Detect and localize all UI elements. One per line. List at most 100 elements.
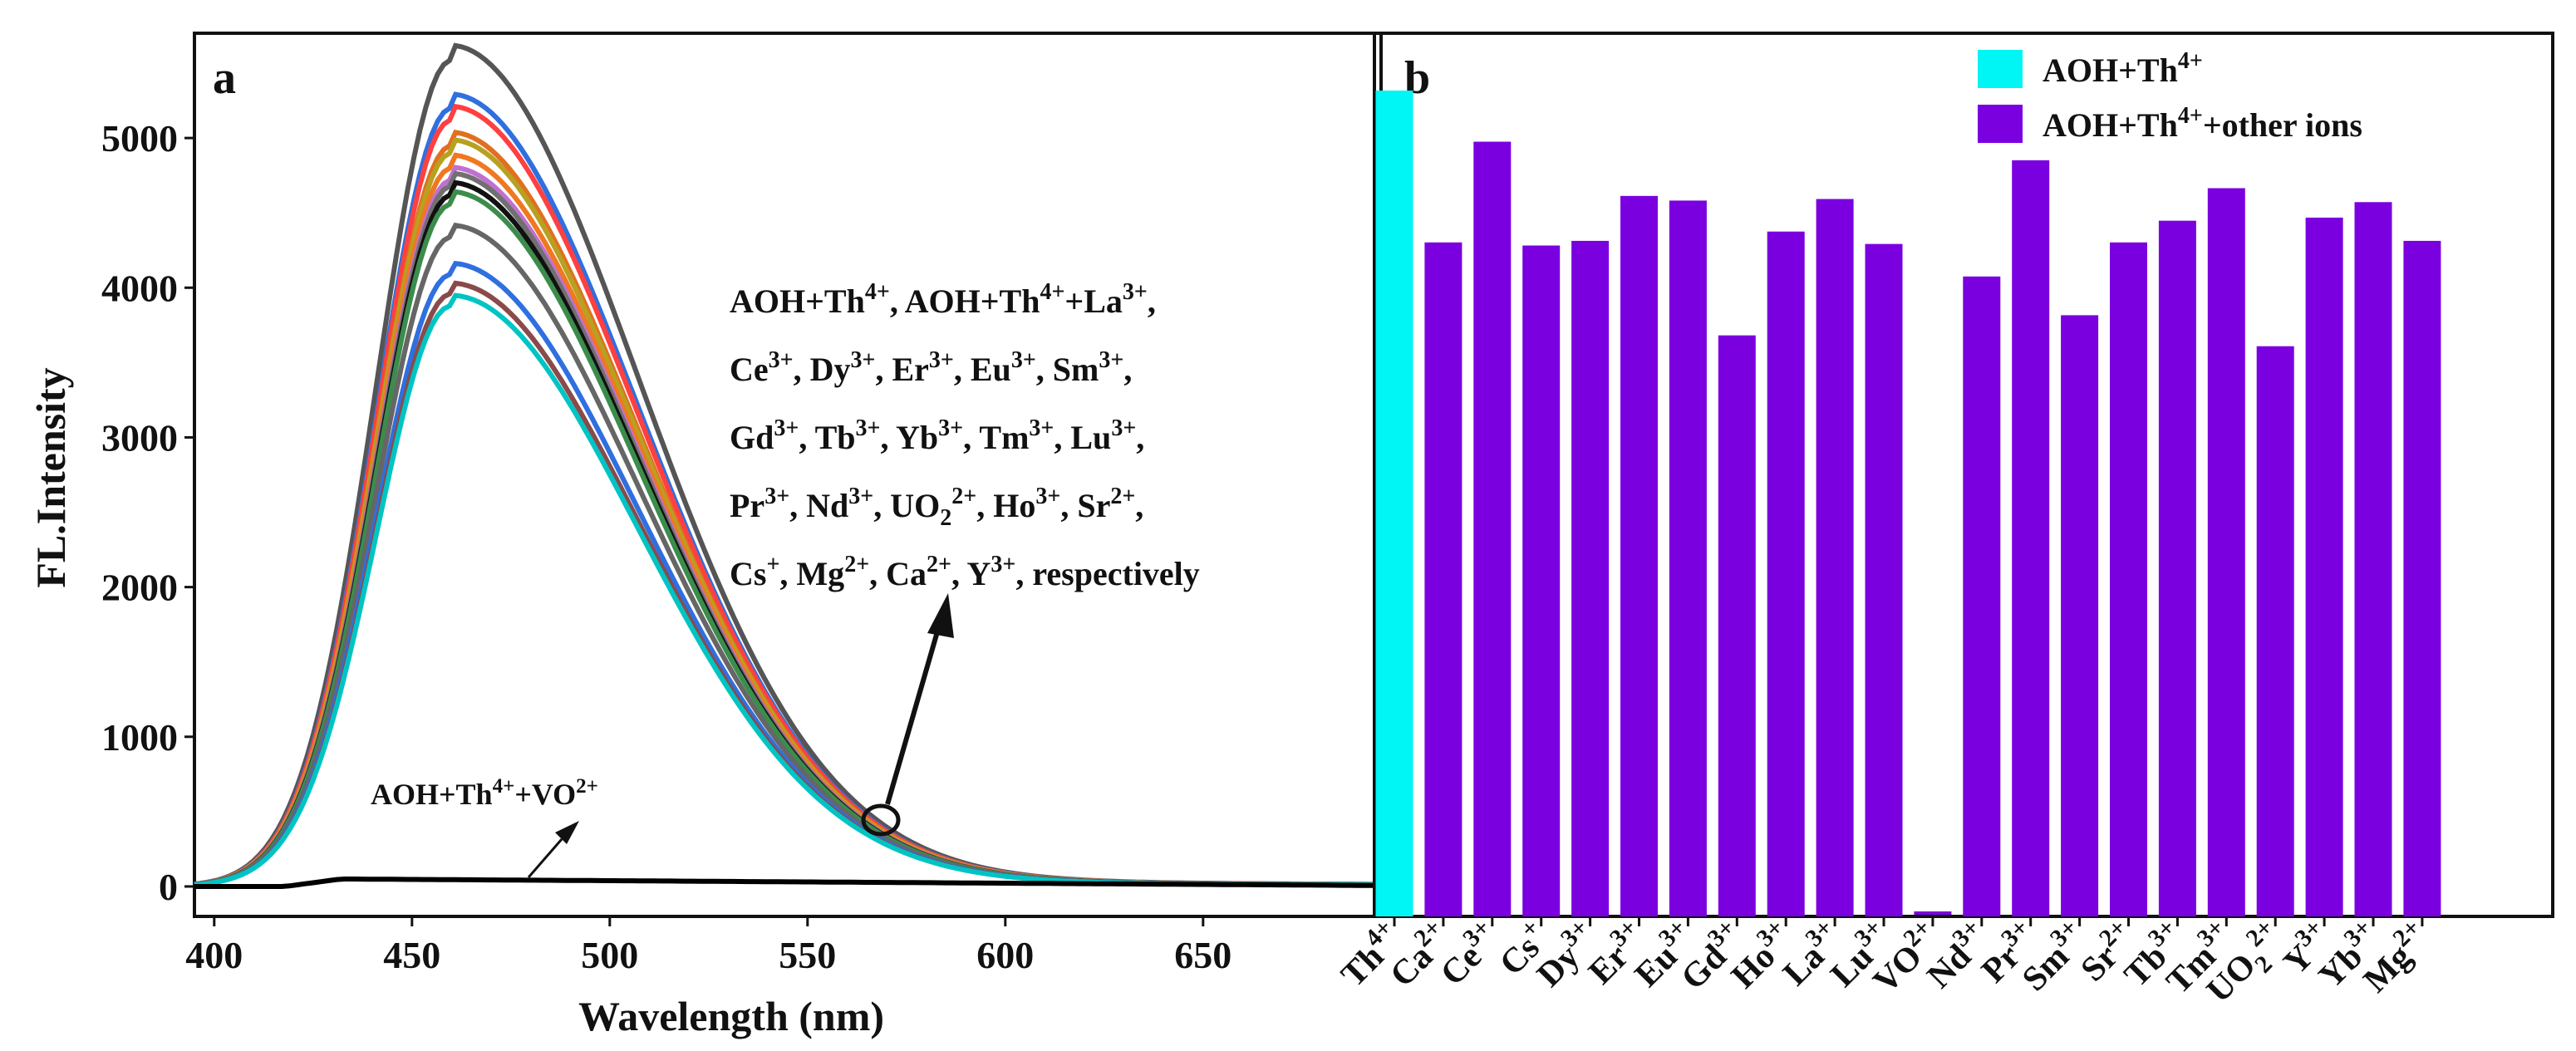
bar-lu — [1865, 243, 1903, 917]
bar-ca — [1424, 242, 1463, 916]
annotation-segment: 3+ — [1035, 484, 1060, 509]
annotation-vo-sup1: 4+ — [493, 775, 515, 798]
y-tick-label: 3000 — [101, 416, 178, 459]
annotation-segment: , Yb — [881, 419, 939, 456]
annotation-segment: + — [766, 552, 779, 577]
legend-swatch-1 — [1978, 50, 2023, 88]
annotation-segment: 3+ — [1111, 415, 1136, 441]
annotation-segment: , — [1123, 351, 1132, 388]
annotation-segment: , Sr — [1060, 487, 1110, 524]
annotation-vo-arrowhead — [555, 821, 579, 844]
annotation-segment: Cs — [730, 555, 766, 592]
x-tick-label: 600 — [976, 934, 1034, 976]
annotation-segment: , respectively — [1015, 555, 1199, 592]
bar-uo — [2256, 346, 2294, 916]
annotation-segment: 3+ — [1099, 347, 1123, 373]
annotation-segment: 3+ — [764, 484, 789, 509]
annotation-vo-sup2: 2+ — [576, 775, 598, 798]
legend-swatch-2 — [1978, 105, 2023, 143]
annotation-segment: 3+ — [929, 347, 954, 373]
bar-cs — [1522, 245, 1561, 916]
annotation-segment: 3+ — [938, 415, 963, 441]
annotation-segment: , Er — [875, 351, 928, 388]
annotation-line-4: Pr3+, Nd3+, UO22+, Ho3+, Sr2+, — [730, 484, 1143, 531]
bar-tb — [2158, 220, 2196, 916]
bar-gd — [1718, 335, 1756, 916]
y-tick-label: 0 — [159, 866, 178, 908]
annotation-segment: 3+ — [851, 347, 876, 373]
bar-nd — [1963, 276, 2001, 916]
bar-sr — [2110, 242, 2147, 916]
panel-a-x-axis: 400 450 500 550 600 650 — [185, 916, 1231, 976]
annotation-segment: 2+ — [951, 484, 976, 509]
annotation-segment: 3+ — [769, 347, 794, 373]
legend-label-tail: +other ions — [2203, 106, 2362, 144]
annotation-segment: 3+ — [1123, 279, 1148, 305]
bar-sm — [2061, 315, 2099, 916]
legend-label-text: AOH+Th — [2043, 52, 2178, 89]
annotation-segment: Ce — [730, 351, 769, 388]
legend-label-text: AOH+Th — [2043, 106, 2178, 144]
y-tick-label: 5000 — [101, 117, 178, 160]
panel-b-bars — [1375, 91, 2441, 917]
annotation-segment: , Ho — [976, 487, 1035, 524]
annotation-segment: Gd — [730, 419, 774, 456]
annotation-main-arrowhead — [927, 593, 954, 638]
bar-yb — [2354, 202, 2392, 916]
legend-label-sup: 4+ — [2178, 103, 2203, 129]
annotation-segment: , Dy — [794, 351, 851, 388]
annotation-segment: , Mg — [779, 555, 844, 592]
panel-a-y-axis: 0 1000 2000 3000 4000 5000 — [101, 117, 194, 908]
bar-vo — [1914, 911, 1952, 915]
panel-a-letter: a — [213, 52, 236, 104]
bar-eu — [1669, 200, 1707, 916]
annotation-segment: 3+ — [1011, 347, 1036, 373]
annotation-line-3: Gd3+, Tb3+, Yb3+, Tm3+, Lu3+, — [730, 415, 1144, 456]
y-tick-label: 4000 — [101, 267, 178, 309]
annotation-segment: AOH+Th — [730, 282, 865, 320]
annotation-segment: Pr — [730, 487, 764, 524]
annotation-segment: , Tm — [963, 419, 1029, 456]
bar-ho — [1767, 231, 1805, 917]
bar-label-sup: 2+ — [2240, 914, 2279, 952]
annotation-segment: 2+ — [1110, 484, 1135, 509]
bar-tm — [2207, 188, 2245, 917]
annotation-ion-list: AOH+Th4+, AOH+Th4++La3+,Ce3+, Dy3+, Er3+… — [730, 279, 1200, 592]
panel-a-ylabel: FL.Intensity — [27, 367, 74, 587]
x-tick-label: 550 — [779, 934, 836, 976]
annotation-segment: 3+ — [991, 552, 1015, 577]
annotation-segment: 2 — [940, 505, 951, 531]
annotation-segment: 3+ — [848, 484, 873, 509]
y-tick-label: 1000 — [101, 716, 178, 759]
annotation-segment: , Y — [951, 555, 991, 592]
annotation-segment: 3+ — [856, 415, 881, 441]
annotation-line-2: Ce3+, Dy3+, Er3+, Eu3+, Sm3+, — [730, 347, 1132, 388]
annotation-segment: 4+ — [1040, 279, 1064, 305]
bar-pr — [2012, 160, 2050, 917]
annotation-segment: +La — [1064, 282, 1122, 320]
annotation-segment: , Lu — [1054, 419, 1111, 456]
annotation-segment: , AOH+Th — [890, 282, 1040, 320]
annotation-line-5: Cs+, Mg2+, Ca2+, Y3+, respectively — [730, 552, 1200, 592]
bar-dy — [1571, 240, 1610, 916]
annotation-vo-arrow — [527, 838, 563, 878]
panel-b-x-labels: Th4+Ca2+Ce3+Cs+Dy3+Er3+Eu3+Gd3+Ho3+La3+L… — [1335, 914, 2426, 1010]
annotation-segment: , Eu — [954, 351, 1011, 388]
bar-ce — [1473, 141, 1512, 917]
annotation-segment: 2+ — [927, 552, 951, 577]
annotation-vo-label: AOH+Th4++VO2+ — [371, 775, 598, 811]
annotation-line-1: AOH+Th4+, AOH+Th4++La3+, — [730, 279, 1156, 320]
annotation-vo-plus: +VO — [514, 778, 576, 811]
annotation-segment: , Nd — [789, 487, 848, 524]
x-tick-label: 500 — [581, 934, 638, 976]
bar-mg — [2403, 240, 2441, 916]
annotation-vo-text: AOH+Th — [371, 778, 493, 811]
bar-la — [1816, 199, 1854, 917]
annotation-segment: , Sm — [1036, 351, 1099, 388]
annotation-segment: , — [1148, 282, 1156, 320]
x-tick-label: 450 — [383, 934, 440, 976]
bar-er — [1620, 195, 1658, 916]
annotation-segment: , Tb — [799, 419, 855, 456]
annotation-segment: , — [1135, 487, 1143, 524]
